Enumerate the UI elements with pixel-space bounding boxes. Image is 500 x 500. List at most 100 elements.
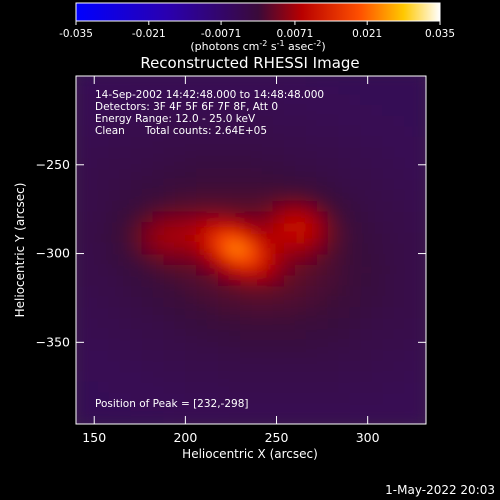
heatmap-cell <box>404 242 416 255</box>
annotation-energy: Energy Range: 12.0 - 25.0 keV <box>95 113 256 125</box>
heatmap-cell <box>272 189 285 201</box>
heatmap-cell <box>349 349 361 361</box>
heatmap-cell <box>272 413 285 424</box>
heatmap-cell <box>196 338 208 351</box>
heatmap-cell <box>130 253 143 265</box>
heatmap-cell <box>371 200 383 212</box>
heatmap-cell <box>305 189 318 201</box>
heatmap-cell <box>207 178 219 191</box>
heatmap-cell <box>218 115 230 127</box>
heatmap-cell <box>207 338 219 351</box>
heatmap-cell <box>185 157 197 169</box>
heatmap-cell <box>349 253 361 265</box>
heatmap-cell <box>251 83 263 95</box>
heatmap-cell <box>338 306 351 319</box>
heatmap-cell <box>272 274 285 287</box>
annotation-peak: Position of Peak = [232,-298] <box>95 398 249 410</box>
heatmap-cell <box>393 210 405 223</box>
heatmap-cell <box>305 178 318 191</box>
heatmap-cell <box>207 296 219 308</box>
heatmap-cell <box>338 328 351 340</box>
heatmap-cell <box>119 306 132 319</box>
plot-frame <box>75 75 427 425</box>
heatmap-cell <box>305 242 318 255</box>
heatmap-cell <box>327 210 340 223</box>
heatmap-cell <box>415 125 426 137</box>
heatmap-cell <box>393 264 405 276</box>
heatmap-cell <box>207 306 219 319</box>
heatmap-cell <box>415 242 426 255</box>
heatmap-cell <box>393 125 405 137</box>
heatmap-cell <box>338 200 351 212</box>
heatmap-cell <box>338 147 351 159</box>
heatmap-cell <box>382 104 394 116</box>
heatmap-cell <box>130 402 143 414</box>
heatmap-cell <box>119 328 132 340</box>
heatmap-cell <box>338 349 351 361</box>
heatmap-cell <box>174 232 186 244</box>
heatmap-cell <box>218 296 230 308</box>
heatmap-cell <box>404 76 416 84</box>
heatmap-cell <box>382 221 394 233</box>
heatmap-cell <box>240 328 252 340</box>
heatmap-cell <box>119 349 132 361</box>
heatmap-cell <box>316 221 329 233</box>
heatmap-cell <box>207 392 219 404</box>
heatmap-cell <box>76 285 88 297</box>
heatmap-cell <box>251 147 263 159</box>
heatmap-cell <box>196 232 208 244</box>
heatmap-cell <box>371 178 383 191</box>
heatmap-cell <box>371 402 383 414</box>
heatmap-cell <box>251 93 263 106</box>
heatmap-cell <box>371 349 383 361</box>
heatmap-cell <box>294 221 307 233</box>
heatmap-cell <box>97 328 110 340</box>
heatmap-cell <box>119 402 132 414</box>
heatmap-cell <box>404 328 416 340</box>
heatmap-cell <box>130 189 143 201</box>
heatmap-cell <box>360 189 372 201</box>
heatmap-cell <box>240 76 252 84</box>
heatmap-cell <box>185 264 197 276</box>
heatmap-cell <box>86 370 99 382</box>
heatmap-cell <box>218 125 230 137</box>
heatmap-cell <box>119 274 132 287</box>
heatmap-cell <box>316 104 329 116</box>
heatmap-cell <box>163 338 176 351</box>
heatmap-cell <box>393 360 405 372</box>
heatmap-cell <box>283 125 296 137</box>
heatmap-cell <box>305 253 318 265</box>
heatmap-cell <box>360 253 372 265</box>
heatmap-cell <box>240 83 252 95</box>
heatmap-cell <box>240 104 252 116</box>
heatmap-cell <box>218 370 230 382</box>
colorbar-tick-label: -0.0071 <box>201 28 242 40</box>
heatmap-cell <box>152 200 165 212</box>
heatmap-cell <box>97 125 110 137</box>
heatmap-cell <box>207 360 219 372</box>
heatmap-cell <box>97 221 110 233</box>
heatmap-cell <box>316 115 329 127</box>
heatmap-cell <box>415 157 426 169</box>
heatmap-cell <box>229 381 241 393</box>
heatmap-cell <box>207 115 219 127</box>
heatmap-cell <box>393 93 405 106</box>
heatmap-cell <box>316 392 329 404</box>
heatmap-cell <box>327 402 340 414</box>
heatmap-cell <box>174 83 186 95</box>
heatmap-cell <box>316 370 329 382</box>
heatmap-cell <box>371 328 383 340</box>
heatmap-cell <box>349 210 361 223</box>
heatmap-cell <box>371 381 383 393</box>
heatmap-cell <box>283 317 296 329</box>
heatmap-cell <box>207 413 219 424</box>
heatmap-cell <box>130 221 143 233</box>
heatmap-cell <box>371 317 383 329</box>
heatmap-cell <box>283 93 296 106</box>
heatmap-cell <box>415 253 426 265</box>
heatmap-cell <box>119 93 132 106</box>
heatmap-cell <box>371 274 383 287</box>
heatmap-cell <box>86 317 99 329</box>
heatmap-cell <box>152 306 165 319</box>
heatmap-cell <box>305 274 318 287</box>
